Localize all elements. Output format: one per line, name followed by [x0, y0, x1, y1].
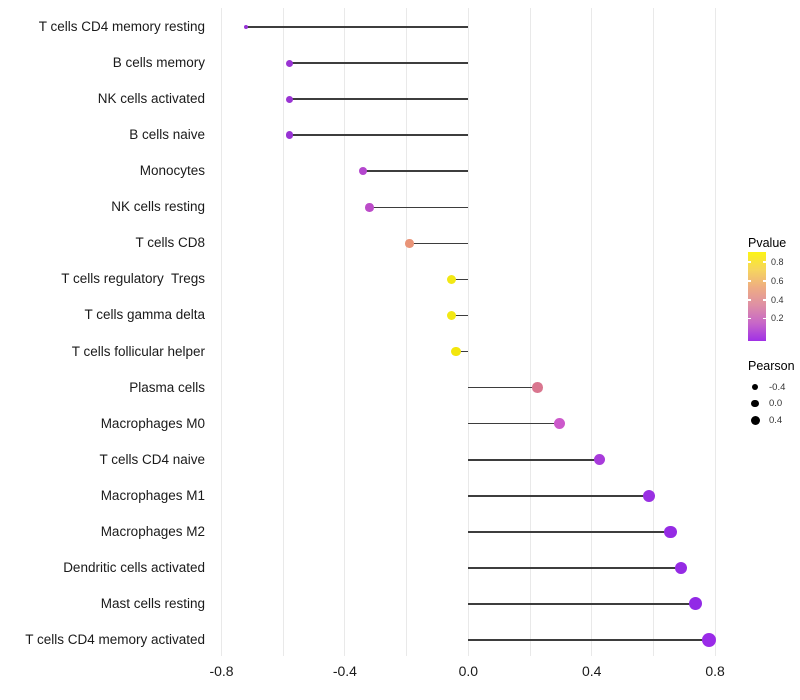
gridline [406, 8, 408, 656]
colorbar-tick-mark [763, 317, 766, 320]
row-label: Plasma cells [129, 379, 205, 395]
row-label: B cells naive [129, 127, 205, 143]
lollipop-dot [701, 633, 716, 648]
lollipop-dot [451, 346, 461, 357]
lollipop-stem [451, 314, 469, 317]
lollipop-stem [289, 62, 469, 64]
lollipop-dot [688, 597, 702, 611]
row-label: T cells follicular helper [71, 343, 205, 359]
lollipop-dot [674, 561, 688, 575]
pearson-size-dot [750, 415, 760, 425]
gridline [221, 8, 222, 656]
lollipop-dot [593, 453, 606, 466]
pearson-size-label: -0.4 [769, 381, 786, 393]
gridline [467, 8, 469, 656]
x-axis-tick-label: 0.0 [458, 663, 479, 679]
colorbar-tick-mark [748, 299, 751, 301]
lollipop-dot [664, 525, 677, 539]
pvalue-colorbar [748, 252, 766, 341]
row-label: NK cells resting [111, 199, 205, 215]
colorbar-tick-label: 0.8 [771, 256, 784, 267]
lollipop-dot [532, 382, 543, 393]
row-label: Macrophages M1 [100, 487, 205, 503]
pearson-size-label: 0.4 [769, 414, 783, 426]
lollipop-stem [369, 206, 469, 209]
gridline [344, 8, 346, 656]
colorbar-tick-mark [748, 261, 751, 263]
lollipop-dot [405, 239, 414, 248]
lollipop-stem [289, 134, 469, 136]
x-axis-tick-label: 0.4 [581, 663, 602, 679]
pvalue-legend-title: Pvalue [748, 236, 787, 250]
colorbar-tick-label: 0.6 [771, 275, 784, 286]
colorbar-tick-mark [763, 299, 766, 301]
lollipop-dot [365, 203, 374, 212]
x-axis-tick-label: -0.4 [332, 663, 357, 679]
row-label: Macrophages M2 [100, 523, 205, 539]
lollipop-dot [642, 489, 655, 502]
lollipop-dot [244, 25, 249, 29]
lollipop-stem [468, 494, 649, 497]
lollipop-dot [359, 167, 368, 176]
gridline [282, 8, 284, 656]
gridline [714, 8, 716, 656]
lollipop-dot [285, 95, 293, 103]
pearson-size-label: 0.0 [769, 398, 783, 409]
lollipop-stem [451, 278, 469, 281]
colorbar-tick-mark [748, 317, 751, 320]
pearson-size-dot [752, 384, 758, 390]
row-label: Dendritic cells activated [63, 559, 205, 575]
lollipop-dot [285, 59, 293, 67]
lollipop-dot [446, 274, 457, 285]
colorbar-tick-mark [763, 261, 766, 263]
pearson-size-dot [751, 399, 759, 408]
lollipop-stem [363, 170, 469, 173]
row-label: Mast cells resting [100, 595, 205, 611]
row-label: T cells CD4 naive [99, 451, 205, 467]
x-axis-tick-label: -0.8 [209, 663, 234, 679]
lollipop-stem [468, 531, 671, 533]
row-label: T cells regulatory Tregs [61, 271, 205, 287]
row-label: T cells CD4 memory resting [38, 19, 205, 34]
gridline [529, 8, 531, 656]
pearson-legend-title: Pearson [748, 359, 795, 373]
colorbar-tick-label: 0.2 [771, 313, 784, 324]
gridline [652, 8, 654, 656]
colorbar-tick-label: 0.4 [771, 294, 784, 305]
lollipop-dot [553, 418, 565, 430]
lollipop-stem [468, 422, 560, 425]
lollipop-stem [246, 26, 469, 28]
colorbar-tick-mark [748, 280, 751, 282]
lollipop-stem [468, 603, 696, 605]
lollipop-stem [289, 98, 469, 100]
lollipop-stem [468, 386, 538, 389]
row-label: T cells gamma delta [84, 307, 205, 323]
row-label: NK cells activated [97, 91, 205, 107]
row-label: T cells CD8 [135, 235, 205, 251]
lollipop-stem [455, 350, 469, 353]
row-label: B cells memory [112, 55, 205, 71]
lollipop-dot [285, 131, 294, 139]
lollipop-stem [409, 242, 469, 245]
lollipop-stem [468, 458, 600, 461]
row-label: Monocytes [139, 163, 205, 179]
gridline [591, 8, 593, 656]
row-label: T cells CD4 memory activated [25, 632, 205, 648]
colorbar-tick-mark [763, 280, 766, 282]
lollipop-stem [468, 639, 709, 641]
x-axis-tick-label: 0.8 [705, 663, 725, 679]
lollipop-stem [468, 567, 682, 569]
lollipop-dot [446, 310, 457, 321]
row-label: Macrophages M0 [100, 415, 205, 431]
